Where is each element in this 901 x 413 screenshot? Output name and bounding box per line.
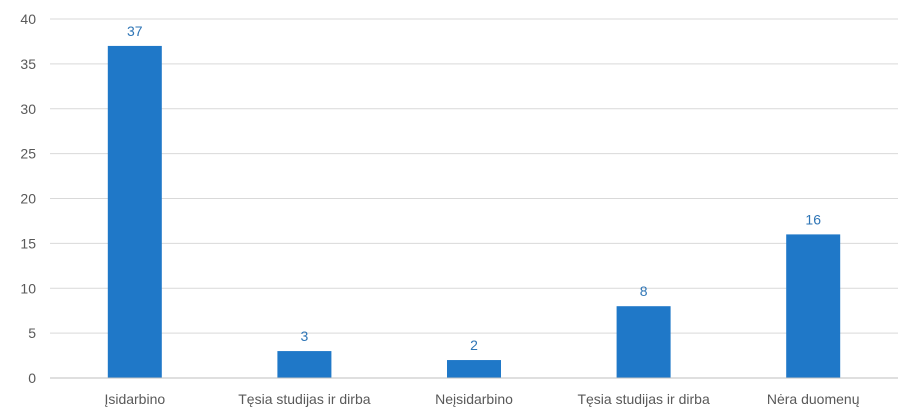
- x-category-label: Nėra duomenų: [767, 391, 860, 407]
- y-tick-label: 5: [28, 325, 36, 341]
- y-tick-label: 10: [20, 280, 36, 296]
- bar: [447, 360, 501, 378]
- y-tick-label: 35: [20, 56, 36, 72]
- bars: [107, 45, 841, 379]
- bar: [107, 45, 162, 379]
- y-tick-label: 30: [20, 101, 36, 117]
- x-category-label: Neįsidarbino: [435, 391, 513, 407]
- x-category-label: Įsidarbino: [104, 391, 165, 407]
- y-tick-label: 15: [20, 235, 36, 251]
- data-label: 8: [640, 283, 648, 299]
- data-label: 2: [470, 337, 478, 353]
- y-tick-label: 40: [20, 11, 36, 27]
- gridlines: [50, 18, 898, 334]
- data-labels: 37 3 2 8 16: [127, 23, 821, 353]
- data-label: 37: [127, 23, 143, 39]
- bar: [616, 306, 671, 378]
- x-category-label: Tęsia studijas ir dirba: [238, 391, 370, 407]
- y-tick-label: 20: [20, 191, 36, 207]
- y-tick-label: 0: [28, 370, 36, 386]
- bar: [277, 351, 332, 378]
- x-category-label: Tęsia studijas ir dirba: [577, 391, 709, 407]
- y-axis-ticks: 0 5 10 15 20 25 30 35 40: [20, 11, 36, 386]
- data-label: 3: [301, 328, 309, 344]
- data-label: 16: [805, 211, 821, 227]
- bar: [786, 234, 841, 378]
- x-axis-labels: Įsidarbino Tęsia studijas ir dirba Neįsida…: [104, 391, 859, 407]
- y-tick-label: 25: [20, 146, 36, 162]
